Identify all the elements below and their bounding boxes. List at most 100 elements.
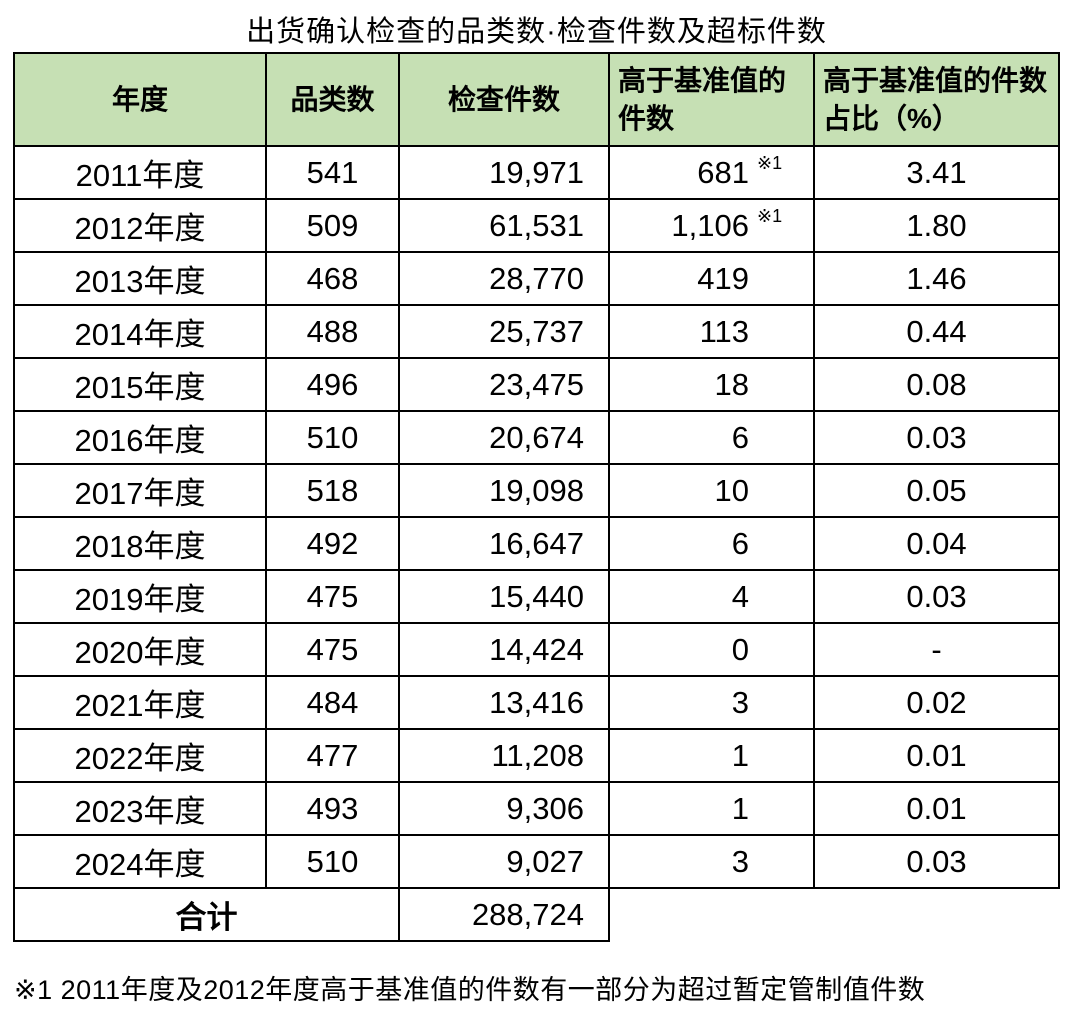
table-header: 年度 品类数 检查件数 高于基准值的件数 高于基准值的件数占比（%） xyxy=(13,52,1060,147)
table-row: 2014年度 488 25,737 113 0.44 xyxy=(13,304,1060,359)
exceed-cell: 6 xyxy=(608,516,815,571)
table-row: 2011年度 541 19,971 681 ※1 3.41 xyxy=(13,145,1060,200)
categories-cell: 518 xyxy=(265,463,400,518)
exceed-value: 3 xyxy=(731,843,749,879)
ratio-cell: 0.04 xyxy=(813,516,1060,571)
ratio-cell: 0.03 xyxy=(813,410,1060,465)
table-row: 2019年度 475 15,440 4 0.03 xyxy=(13,569,1060,624)
total-row: 合计 288,724 xyxy=(13,887,1059,942)
categories-cell: 493 xyxy=(265,781,400,836)
inspections-cell: 13,416 xyxy=(398,675,610,730)
exceed-value: 113 xyxy=(699,313,749,349)
footnote-mark: ※1 xyxy=(757,206,783,226)
categories-cell: 488 xyxy=(265,304,400,359)
categories-cell: 468 xyxy=(265,251,400,306)
header-exceed: 高于基准值的件数 xyxy=(608,52,815,147)
exceed-cell: 10 xyxy=(608,463,815,518)
ratio-cell: 1.80 xyxy=(813,198,1060,253)
exceed-cell: 419 xyxy=(608,251,815,306)
exceed-value: 1,106 xyxy=(671,207,749,243)
inspections-cell: 20,674 xyxy=(398,410,610,465)
ratio-cell: 1.46 xyxy=(813,251,1060,306)
year-cell: 2017年度 xyxy=(13,463,267,518)
table-row: 2024年度 510 9,027 3 0.03 xyxy=(13,834,1060,889)
ratio-cell: 0.01 xyxy=(813,728,1060,783)
inspections-cell: 23,475 xyxy=(398,357,610,412)
year-cell: 2020年度 xyxy=(13,622,267,677)
categories-cell: 510 xyxy=(265,834,400,889)
header-year: 年度 xyxy=(13,52,267,147)
exceed-cell: 18 xyxy=(608,357,815,412)
year-cell: 2015年度 xyxy=(13,357,267,412)
table-row: 2021年度 484 13,416 3 0.02 xyxy=(13,675,1060,730)
inspections-cell: 28,770 xyxy=(398,251,610,306)
inspections-cell: 14,424 xyxy=(398,622,610,677)
table-row: 2015年度 496 23,475 18 0.08 xyxy=(13,357,1060,412)
table-row: 2017年度 518 19,098 10 0.05 xyxy=(13,463,1060,518)
footnote-text: ※1 2011年度及2012年度高于基准值的件数有一部分为超过暂定管制值件数 xyxy=(14,975,926,1005)
header-ratio: 高于基准值的件数占比（%） xyxy=(813,52,1060,147)
exceed-value: 3 xyxy=(731,684,749,720)
ratio-cell: 0.03 xyxy=(813,834,1060,889)
table-row: 2018年度 492 16,647 6 0.04 xyxy=(13,516,1060,571)
year-cell: 2011年度 xyxy=(13,145,267,200)
categories-cell: 477 xyxy=(265,728,400,783)
inspections-cell: 19,971 xyxy=(398,145,610,200)
year-cell: 2012年度 xyxy=(13,198,267,253)
exceed-cell: 3 xyxy=(608,834,815,889)
year-cell: 2023年度 xyxy=(13,781,267,836)
table-body: 2011年度 541 19,971 681 ※1 3.41 2012年度 509 … xyxy=(13,145,1060,942)
exceed-value: 6 xyxy=(731,419,749,455)
categories-cell: 475 xyxy=(265,622,400,677)
ratio-cell: 3.41 xyxy=(813,145,1060,200)
inspections-cell: 16,647 xyxy=(398,516,610,571)
exceed-value: 681 xyxy=(697,154,749,190)
year-cell: 2016年度 xyxy=(13,410,267,465)
exceed-cell: 681 ※1 xyxy=(608,145,815,200)
exceed-value: 1 xyxy=(731,790,749,826)
categories-cell: 484 xyxy=(265,675,400,730)
ratio-cell: - xyxy=(813,622,1060,677)
exceed-cell: 4 xyxy=(608,569,815,624)
categories-cell: 475 xyxy=(265,569,400,624)
year-cell: 2024年度 xyxy=(13,834,267,889)
exceed-cell: 1 xyxy=(608,728,815,783)
year-cell: 2021年度 xyxy=(13,675,267,730)
table-row: 2012年度 509 61,531 1,106 ※1 1.80 xyxy=(13,198,1060,253)
categories-cell: 509 xyxy=(265,198,400,253)
year-cell: 2019年度 xyxy=(13,569,267,624)
inspections-cell: 9,306 xyxy=(398,781,610,836)
year-cell: 2018年度 xyxy=(13,516,267,571)
header-categories: 品类数 xyxy=(265,52,400,147)
table-row: 2013年度 468 28,770 419 1.46 xyxy=(13,251,1060,306)
inspections-cell: 19,098 xyxy=(398,463,610,518)
exceed-value: 4 xyxy=(731,578,749,614)
exceed-value: 6 xyxy=(731,525,749,561)
year-cell: 2013年度 xyxy=(13,251,267,306)
inspections-cell: 11,208 xyxy=(398,728,610,783)
table-row: 2022年度 477 11,208 1 0.01 xyxy=(13,728,1060,783)
exceed-value: 0 xyxy=(731,631,749,667)
exceed-cell: 1 xyxy=(608,781,815,836)
inspections-cell: 61,531 xyxy=(398,198,610,253)
ratio-cell: 0.44 xyxy=(813,304,1060,359)
ratio-cell: 0.02 xyxy=(813,675,1060,730)
exceed-value: 1 xyxy=(731,737,749,773)
exceed-cell: 1,106 ※1 xyxy=(608,198,815,253)
header-inspections: 检查件数 xyxy=(398,52,610,147)
categories-cell: 496 xyxy=(265,357,400,412)
exceed-value: 10 xyxy=(714,472,749,508)
inspection-table: 年度 品类数 检查件数 高于基准值的件数 高于基准值的件数占比（%） 2011年… xyxy=(13,52,1060,942)
year-cell: 2022年度 xyxy=(13,728,267,783)
footnote-mark: ※1 xyxy=(757,153,783,173)
ratio-cell: 0.01 xyxy=(813,781,1060,836)
exceed-cell: 0 xyxy=(608,622,815,677)
exceed-cell: 3 xyxy=(608,675,815,730)
categories-cell: 492 xyxy=(265,516,400,571)
inspections-cell: 25,737 xyxy=(398,304,610,359)
exceed-value: 18 xyxy=(714,366,749,402)
table-row: 2023年度 493 9,306 1 0.01 xyxy=(13,781,1060,836)
table-row: 2016年度 510 20,674 6 0.03 xyxy=(13,410,1060,465)
table-row: 2020年度 475 14,424 0 - xyxy=(13,622,1060,677)
